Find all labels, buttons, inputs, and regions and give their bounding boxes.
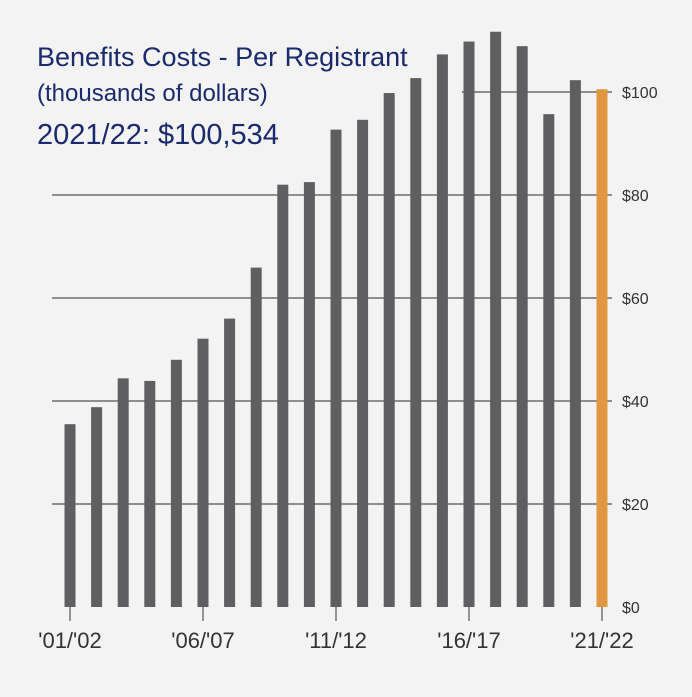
bar: [197, 338, 209, 607]
chart-headline-value: 2021/22: $100,534: [37, 119, 279, 151]
bar: [224, 318, 236, 607]
bar: [436, 54, 448, 607]
bar: [357, 119, 369, 607]
bar-highlighted: [596, 89, 608, 608]
bar: [277, 184, 289, 607]
bar: [490, 31, 502, 608]
y-tick-label: $100: [622, 85, 658, 102]
x-tick-label: '11/'12: [305, 628, 367, 653]
bar: [117, 378, 129, 607]
bar: [91, 407, 103, 607]
bar: [516, 46, 528, 608]
bars: [64, 31, 608, 608]
bar: [463, 41, 475, 607]
bar: [410, 78, 422, 608]
x-tick-label: '21/'22: [570, 628, 633, 653]
chart-title: Benefits Costs - Per Registrant: [37, 42, 408, 72]
x-tick-label: '06/'07: [171, 628, 234, 653]
bar: [303, 182, 315, 607]
bar: [383, 93, 395, 607]
y-tick-label: $0: [622, 600, 640, 617]
bar: [250, 267, 262, 607]
x-tick-label: '16/'17: [437, 628, 500, 653]
x-axis-ticks: '01/'02 '06/'07 '11/'12 '16/'17 '21/'22: [38, 607, 634, 653]
chart-subtitle: (thousands of dollars): [37, 80, 268, 107]
y-axis-ticks: $0 $20 $40 $60 $80 $100: [622, 85, 658, 617]
bar: [543, 114, 555, 608]
y-tick-label: $80: [622, 188, 649, 205]
bar: [64, 424, 76, 607]
chart-title-block: Benefits Costs - Per Registrant (thousan…: [37, 38, 408, 158]
y-tick-label: $60: [622, 291, 649, 308]
bar: [569, 80, 581, 607]
y-tick-label: $40: [622, 394, 649, 411]
bar: [170, 359, 182, 607]
bar: [330, 129, 342, 607]
bar: [144, 380, 156, 607]
x-tick-label: '01/'02: [38, 628, 101, 653]
y-tick-label: $20: [622, 497, 649, 514]
